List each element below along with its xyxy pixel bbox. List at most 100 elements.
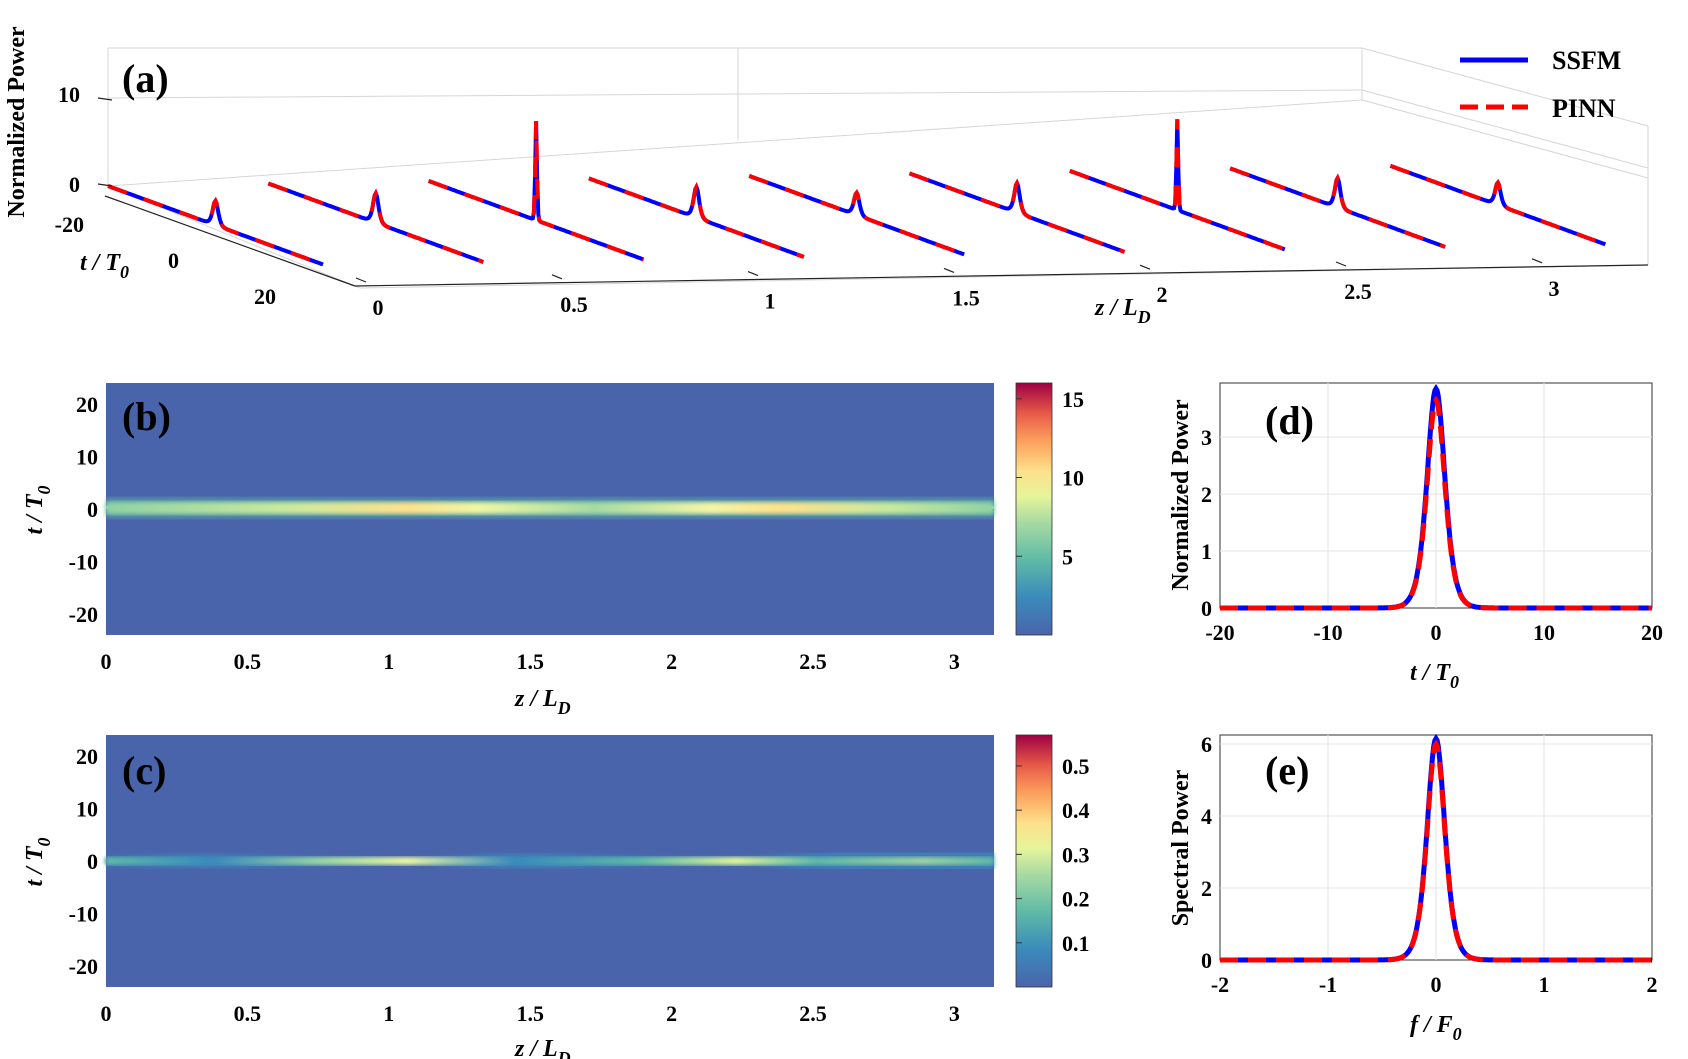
- a-pinn-slice: [427, 120, 645, 262]
- colorbar-tick: 0.1: [1062, 931, 1090, 956]
- e-x-tick: 1: [1539, 972, 1550, 997]
- a-ttick-20: 20: [254, 284, 276, 309]
- y-tick: 0: [87, 497, 98, 522]
- a-z-tick: 3: [1549, 276, 1560, 301]
- y-tick: 10: [76, 445, 98, 470]
- x-tick: 1.5: [516, 649, 544, 674]
- d-x-tick: -20: [1205, 620, 1234, 645]
- a-ttick-neg20: -20: [55, 212, 84, 237]
- e-lines: [1220, 733, 1652, 963]
- x-tick: 0: [101, 649, 112, 674]
- x-tick: 3: [949, 649, 960, 674]
- y-tick: -10: [69, 902, 98, 927]
- colorbar-tick: 0.5: [1062, 754, 1090, 779]
- a-z-tick: 0: [373, 295, 384, 320]
- d-pinn-line: [1220, 395, 1652, 611]
- legend: SSFM PINN: [1460, 46, 1621, 123]
- colorbar-tick: 10: [1062, 466, 1084, 491]
- a-ssfm-slice: [748, 174, 965, 257]
- a-ssfm-slice: [1069, 119, 1286, 252]
- e-x-tick: 0: [1431, 972, 1442, 997]
- panel-label-e: (e): [1265, 748, 1309, 793]
- e-xlabel: f / F0: [1410, 1012, 1462, 1044]
- y-tick: 20: [76, 392, 98, 417]
- colorbar-tick: 0.4: [1062, 798, 1090, 823]
- d-xlabel: t / T0: [1410, 660, 1459, 692]
- panel-label-b: (b): [122, 394, 171, 439]
- panel-e-line: -2 -1 0 1 2 6 4 2 0 (e) f / F0 Spectral Power: [1168, 732, 1658, 1044]
- c-axes: 0 0.5 1 1.5 2 2.5 3 20 10 0 -10 -20 0.5 0.4 0.3 0.2 0.1: [69, 744, 1090, 1026]
- x-tick: 1: [383, 1001, 394, 1026]
- e-x-tick: -2: [1211, 972, 1229, 997]
- e-x-tick: -1: [1319, 972, 1337, 997]
- a-pinn-slice: [1069, 119, 1286, 252]
- e-y-tick: 0: [1201, 948, 1212, 973]
- a-ptick-10: 10: [58, 82, 80, 107]
- e-y-tick: 6: [1201, 732, 1212, 757]
- panel-label-d: (d): [1265, 398, 1314, 443]
- a-pinn-slice: [1389, 163, 1607, 247]
- y-tick: 0: [87, 849, 98, 874]
- a-z-tick: 1: [765, 289, 776, 314]
- x-tick: 2: [666, 1001, 677, 1026]
- a-pinn-slice: [908, 171, 1126, 254]
- a-zlabel: Normalized Power: [4, 26, 30, 218]
- colorbar-tick: 5: [1062, 544, 1073, 569]
- a-z-tick: 2: [1157, 282, 1168, 307]
- x-tick: 2.5: [799, 649, 827, 674]
- a-pinn-slice: [588, 176, 805, 259]
- d-x-tick: 0: [1431, 620, 1442, 645]
- a-z-label: z / LD: [1094, 295, 1151, 327]
- d-lines: [1220, 383, 1652, 611]
- a-pinn-slice: [1229, 166, 1446, 249]
- x-tick: 1.5: [516, 1001, 544, 1026]
- d-x-tick: -10: [1313, 620, 1342, 645]
- panel-a-3d-waterfall: 0 0.5 1 1.5 2 2.5 3 10 0 -20 0 20 Normalized P…: [4, 26, 1649, 327]
- panel-a-slices: [107, 119, 1607, 267]
- y-tick: -10: [69, 550, 98, 575]
- d-x-tick: 10: [1533, 620, 1555, 645]
- panel-a-box-lines: [107, 47, 1649, 289]
- y-tick: -20: [69, 602, 98, 627]
- d-y-tick: 2: [1201, 482, 1212, 507]
- a-z-tick: 1.5: [952, 285, 980, 310]
- panel-c-heatmap: 0 0.5 1 1.5 2 2.5 320100-10-200.50.40.30.20.1 …: [22, 734, 1090, 1059]
- b-colorbar: [1015, 382, 1053, 636]
- x-tick: 0: [101, 1001, 112, 1026]
- colorbar-tick: 15: [1062, 387, 1084, 412]
- c-xlabel: z / LD: [514, 1036, 571, 1059]
- a-pinn-slice: [107, 184, 324, 267]
- a-ttick-0: 0: [168, 248, 179, 273]
- panel-label-c: (c): [122, 748, 166, 793]
- b-xlabel: z / LD: [514, 686, 571, 718]
- c-heatmap-band: [106, 857, 994, 865]
- a-ptick-0: 0: [69, 172, 80, 197]
- d-y-tick: 0: [1201, 596, 1212, 621]
- panel-a-z-ticks: 0 0.5 1 1.5 2 2.5 3: [355, 258, 1560, 320]
- d-y-tick: 3: [1201, 425, 1212, 450]
- panel-label-a: (a): [122, 56, 169, 101]
- a-z-tick: 2.5: [1344, 279, 1372, 304]
- e-x-tick: 2: [1647, 972, 1658, 997]
- e-ylabel: Spectral Power: [1168, 769, 1194, 926]
- x-tick: 2: [666, 649, 677, 674]
- a-z-tick: 0.5: [560, 292, 588, 317]
- d-y-tick: 1: [1201, 539, 1212, 564]
- legend-pinn: PINN: [1552, 94, 1616, 123]
- y-tick: -20: [69, 954, 98, 979]
- e-y-tick: 2: [1201, 876, 1212, 901]
- a-t-label: t / T0: [80, 250, 129, 282]
- d-ylabel: Normalized Power: [1168, 399, 1194, 591]
- x-tick: 0.5: [234, 649, 262, 674]
- x-tick: 1: [383, 649, 394, 674]
- b-ylabel: t / T0: [22, 486, 54, 535]
- e-axes: -2 -1 0 1 2 6 4 2 0: [1201, 732, 1658, 997]
- d-x-tick: 20: [1641, 620, 1663, 645]
- x-tick: 3: [949, 1001, 960, 1026]
- y-tick: 20: [76, 744, 98, 769]
- panel-b-heatmap: 0 0.5 1 1.5 2 2.5 3 20 10 0 -10 -20 15 10 5 (b) z / LD…: [22, 382, 1084, 718]
- e-pinn-line: [1220, 739, 1652, 963]
